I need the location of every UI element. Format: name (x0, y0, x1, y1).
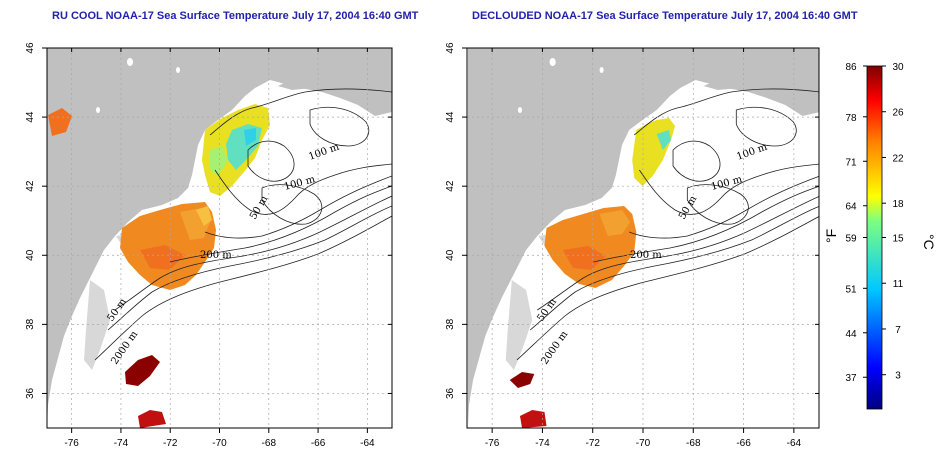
lat-tick-label: 40 (445, 249, 456, 261)
colorbar: 30 26 22 18 15 11 7 3 86 78 71 64 59 51 44 37 °F °C (823, 62, 937, 410)
lon-tick-label: -72 (585, 438, 600, 449)
lat-tick-label: 42 (445, 180, 456, 192)
lon-tick-label: -74 (114, 438, 129, 449)
colorbar-gradient (866, 65, 883, 410)
lat-tick-label: 42 (25, 180, 36, 192)
lon-tick-label: -68 (686, 438, 701, 449)
lat-tick-label: 46 (445, 42, 456, 54)
fahrenheit-tick-label: 37 (845, 373, 857, 384)
lon-tick-label: -76 (64, 438, 79, 449)
left-grid (47, 47, 392, 428)
fahrenheit-tick-label: 51 (845, 284, 857, 295)
fahrenheit-tick-label: 44 (845, 329, 857, 340)
lat-tick-label: 46 (25, 42, 36, 54)
left-lon-axis: -76 -74 -72 -70 -68 -66 -64 (64, 48, 375, 449)
left-map-title: RU COOL NOAA-17 Sea Surface Temperature … (52, 10, 419, 22)
celsius-tick-label: 30 (892, 62, 904, 73)
celsius-tick-label: 15 (892, 234, 904, 245)
fahrenheit-unit-label: °F (823, 229, 839, 243)
celsius-tick-label: 7 (895, 325, 901, 336)
fahrenheit-tick-label: 64 (845, 202, 857, 213)
lat-tick-label: 38 (25, 318, 36, 330)
lat-tick-label: 36 (25, 387, 36, 399)
left-lat-axis: 46 44 42 40 38 36 (25, 42, 392, 399)
lon-tick-label: -68 (262, 438, 277, 449)
right-map-title: DECLOUDED NOAA-17 Sea Surface Temperatur… (472, 10, 858, 22)
lon-tick-label: -76 (485, 438, 500, 449)
lat-tick-label: 44 (445, 111, 456, 123)
lon-tick-label: -64 (360, 438, 375, 449)
lat-tick-label: 38 (445, 318, 456, 330)
celsius-unit-label: °C (921, 234, 937, 250)
lon-tick-label: -66 (736, 438, 751, 449)
fahrenheit-tick-label: 86 (845, 62, 857, 73)
lon-tick-label: -74 (535, 438, 550, 449)
lon-tick-label: -66 (311, 438, 326, 449)
right-lon-axis: -76 -74 -72 -70 -68 -66 -64 (485, 48, 802, 449)
celsius-tick-label: 22 (892, 153, 904, 164)
fahrenheit-tick-label: 59 (845, 234, 857, 245)
lon-tick-label: -64 (787, 438, 802, 449)
fahrenheit-tick-label: 78 (845, 113, 857, 124)
lat-tick-label: 44 (25, 111, 36, 123)
contour-label: 200 m (630, 250, 662, 261)
celsius-tick-label: 18 (892, 199, 904, 210)
celsius-tick-label: 11 (893, 279, 904, 290)
lat-tick-label: 36 (445, 387, 456, 399)
lon-tick-label: -70 (636, 438, 651, 449)
lon-tick-label: -72 (163, 438, 178, 449)
lat-tick-label: 40 (25, 249, 36, 261)
celsius-tick-label: 26 (892, 108, 904, 119)
fahrenheit-tick-label: 71 (845, 157, 857, 168)
lon-tick-label: -70 (212, 438, 227, 449)
celsius-tick-label: 3 (895, 371, 901, 382)
contour-label: 200 m (200, 250, 232, 261)
colorbar-ticks: 30 26 22 18 15 11 7 3 86 78 71 64 59 51 44 37 (845, 62, 904, 384)
right-lat-axis: 46 44 42 40 38 36 (445, 42, 819, 399)
